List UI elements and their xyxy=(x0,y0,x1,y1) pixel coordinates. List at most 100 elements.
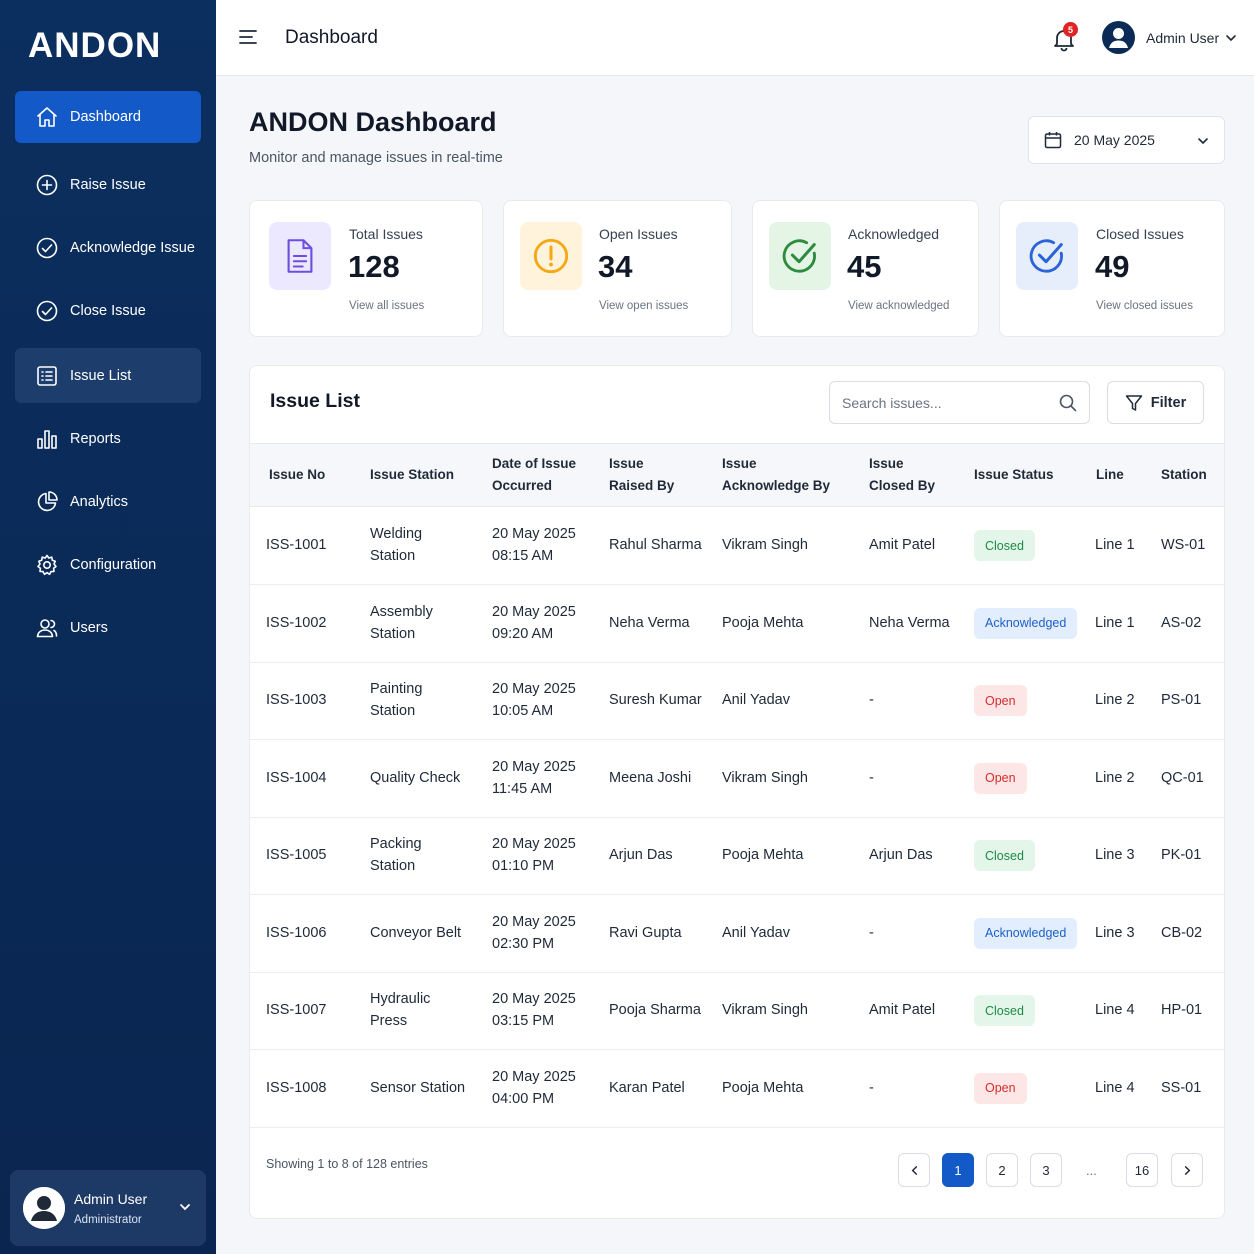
sidebar-item-configuration[interactable]: Configuration xyxy=(15,539,201,591)
table-row[interactable]: ISS-1003 Painting Station 20 May 2025 10:05 … xyxy=(250,662,1224,740)
cell-acknowledge-by: Vikram Singh xyxy=(722,769,808,786)
sidebar-item-label: Reports xyxy=(70,431,121,447)
sidebar-item-label: Acknowledge Issue xyxy=(70,240,195,256)
cell-line-no: Line 2 xyxy=(1095,692,1135,708)
pagination-ellipsis: ... xyxy=(1086,1163,1097,1178)
cell-closed-by: Arjun Das xyxy=(869,847,933,863)
cell-line: 08:15 AM xyxy=(492,548,554,564)
sidebar: ANDON Dashboard Raise Issue Acknowledge … xyxy=(0,0,216,1254)
sidebar-item-dashboard[interactable]: Dashboard xyxy=(15,91,201,143)
sidebar-item-analytics[interactable]: Analytics xyxy=(15,476,201,528)
page-button[interactable]: 1 xyxy=(942,1153,974,1187)
cell-acknowledge-by: Pooja Mehta xyxy=(722,847,804,863)
cell-line: 20 May 2025 xyxy=(492,526,576,542)
sidebar-item-close-issue[interactable]: Close Issue xyxy=(15,285,201,337)
filter-button[interactable]: Filter xyxy=(1107,381,1204,424)
next-page-button[interactable] xyxy=(1171,1153,1203,1187)
page-button[interactable]: 3 xyxy=(1030,1153,1062,1187)
sidebar-user-role: Administrator xyxy=(74,1213,142,1226)
column-header: Station xyxy=(1161,467,1207,482)
menu-icon[interactable] xyxy=(238,27,258,47)
cell-closed-by: - xyxy=(869,769,874,786)
sidebar-item-reports[interactable]: Reports xyxy=(15,413,201,465)
cell-line-no: Line 1 xyxy=(1095,537,1135,553)
cell-raised-by: Pooja Sharma xyxy=(609,1002,701,1018)
card-link[interactable]: View all issues xyxy=(349,300,425,312)
closed-issues-card[interactable]: Closed Issues 49 View closed issues xyxy=(999,200,1225,337)
header-user-name[interactable]: Admin User xyxy=(1146,30,1220,46)
top-bar: Dashboard 5 Admin User xyxy=(216,0,1254,76)
cell-raised-by: Rahul Sharma xyxy=(609,537,702,553)
pagination-summary: Showing 1 to 8 of 128 entries xyxy=(266,1157,428,1171)
sidebar-item-raise-issue[interactable]: Raise Issue xyxy=(15,159,201,211)
table-row[interactable]: ISS-1008 Sensor Station 20 May 2025 04:00 P… xyxy=(250,1050,1224,1128)
cell-issue-no: ISS-1006 xyxy=(266,924,327,941)
card-value: 49 xyxy=(1095,249,1130,284)
cell-line: Assembly xyxy=(370,603,433,620)
cell-issue-station: Quality Check xyxy=(370,767,460,789)
cell-line: 20 May 2025 xyxy=(492,836,576,852)
sidebar-item-label: Users xyxy=(70,620,108,636)
cell-line: Station xyxy=(370,548,416,564)
cell-date: 20 May 2025 10:05 AM xyxy=(492,678,576,722)
cell-acknowledge-by: Vikram Singh xyxy=(722,1002,808,1018)
cell-issue-station: Conveyor Belt xyxy=(370,922,461,944)
open-issues-card[interactable]: Open Issues 34 View open issues xyxy=(503,200,732,337)
table-row[interactable]: ISS-1006 Conveyor Belt 20 May 2025 02:30 PM… xyxy=(250,895,1224,973)
total-issues-card[interactable]: Total Issues 128 View all issues xyxy=(249,200,483,337)
card-link[interactable]: View acknowledged xyxy=(848,300,950,312)
page-header-title: Dashboard xyxy=(285,27,378,48)
column-header-line: Date of Issue xyxy=(492,456,577,471)
cell-issue-station: Sensor Station xyxy=(370,1077,465,1099)
cell-line-no: Line 3 xyxy=(1095,847,1135,863)
page-button[interactable]: 16 xyxy=(1126,1153,1158,1187)
table-row[interactable]: ISS-1004 Quality Check 20 May 2025 11:45 AM… xyxy=(250,740,1224,818)
sidebar-item-issue-list[interactable]: Issue List xyxy=(15,348,201,403)
table-row[interactable]: ISS-1007 Hydraulic Press 20 May 2025 03:15 P… xyxy=(250,972,1224,1050)
prev-page-button[interactable] xyxy=(898,1153,930,1187)
cell-issue-station: Assembly Station xyxy=(370,601,433,645)
status-badge: Open xyxy=(974,762,1027,794)
avatar[interactable] xyxy=(1102,21,1135,54)
cell-raised-by: Neha Verma xyxy=(609,614,690,631)
cell-raised-by: Arjun Das xyxy=(609,847,673,863)
date-picker[interactable]: 20 May 2025 xyxy=(1028,116,1225,164)
column-header: Date of Issue Occurred xyxy=(492,453,576,497)
cell-station-code: HP-01 xyxy=(1161,1002,1203,1018)
sidebar-item-users[interactable]: Users xyxy=(15,602,201,654)
status-badge: Closed xyxy=(974,840,1035,871)
table-row[interactable]: ISS-1002 Assembly Station 20 May 2025 09:20 … xyxy=(250,585,1224,663)
cell-acknowledge-by: Vikram Singh xyxy=(722,537,808,553)
chevron-down-icon[interactable] xyxy=(178,1200,192,1214)
sidebar-user-card[interactable]: Admin User Administrator xyxy=(10,1170,206,1246)
sidebar-item-acknowledge-issue[interactable]: Acknowledge Issue xyxy=(15,222,201,274)
cell-date: 20 May 2025 03:15 PM xyxy=(492,988,576,1032)
table-row[interactable]: ISS-1001 Welding Station 20 May 2025 08:15 A… xyxy=(250,507,1224,585)
cell-line-no: Line 4 xyxy=(1095,1079,1135,1096)
chevron-down-icon xyxy=(1198,138,1208,145)
cell-issue-no: ISS-1005 xyxy=(266,847,327,863)
card-link[interactable]: View open issues xyxy=(599,300,689,312)
cell-station-code: PS-01 xyxy=(1161,692,1202,708)
acknowledged-card[interactable]: Acknowledged 45 View acknowledged xyxy=(752,200,979,337)
cell-station-code: AS-02 xyxy=(1161,614,1202,631)
cell-line: 20 May 2025 xyxy=(492,991,576,1007)
card-label: Closed Issues xyxy=(1096,226,1184,242)
cell-date: 20 May 2025 02:30 PM xyxy=(492,911,576,955)
table-row[interactable]: ISS-1005 Packing Station 20 May 2025 01:10 P… xyxy=(250,817,1224,895)
status-badge: Open xyxy=(974,685,1027,716)
cell-station-code: QC-01 xyxy=(1161,769,1204,786)
page-button[interactable]: 2 xyxy=(986,1153,1018,1187)
cell-issue-no: ISS-1002 xyxy=(266,614,327,631)
cell-date: 20 May 2025 08:15 AM xyxy=(492,523,576,567)
cell-issue-station: Hydraulic Press xyxy=(370,988,430,1032)
cell-line: Packing xyxy=(370,836,422,852)
search-icon[interactable] xyxy=(1059,394,1077,412)
search-input[interactable] xyxy=(842,393,1052,413)
gear-icon xyxy=(35,553,59,577)
cell-station-code: WS-01 xyxy=(1161,537,1206,553)
card-link[interactable]: View closed issues xyxy=(1096,300,1193,312)
cell-raised-by: Suresh Kumar xyxy=(609,692,702,708)
chevron-down-icon[interactable] xyxy=(1225,32,1237,44)
cell-line: 20 May 2025 xyxy=(492,913,576,930)
